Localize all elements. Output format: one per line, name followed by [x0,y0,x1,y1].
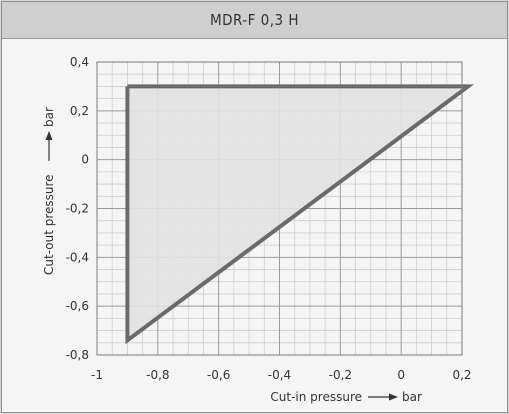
x-tick-label: -0,2 [329,368,352,382]
plot-border [96,61,463,356]
y-axis-unit: bar [42,107,56,127]
y-tick-label: -0,2 [66,202,89,216]
x-axis-unit: bar [402,390,422,404]
operating-region-outline [125,84,475,345]
x-axis-label: Cut-in pressure [270,390,362,404]
y-axis-arrow-head [45,131,53,140]
x-tick-label: -0,4 [268,368,291,382]
x-tick-label: 0,2 [452,368,471,382]
y-axis-label: Cut-out pressure [42,174,56,275]
y-tick-labels: 0,4 0,2 0 -0,2 -0,4 -0,6 -0,8 [66,55,89,362]
y-tick-label: -0,6 [66,299,89,313]
y-tick-label: -0,4 [66,250,89,264]
y-tick-label: 0,2 [70,104,89,118]
x-tick-label: -1 [91,368,103,382]
x-tick-label: -0,6 [207,368,230,382]
chart-title: MDR-F 0,3 H [2,2,507,39]
y-tick-label: 0,4 [70,55,89,69]
x-axis-arrow-head [389,393,398,401]
x-tick-labels: -1 -0,8 -0,6 -0,4 -0,2 0 0,2 [91,368,472,382]
x-tick-label: -0,8 [146,368,169,382]
y-tick-label: -0,8 [66,348,89,362]
y-axis-label-group: Cut-out pressure bar [42,107,56,275]
x-tick-label: 0 [397,368,405,382]
y-tick-label: 0 [81,153,89,167]
